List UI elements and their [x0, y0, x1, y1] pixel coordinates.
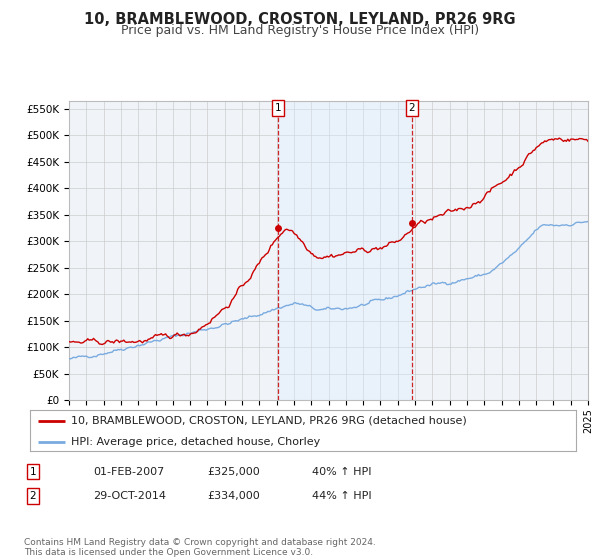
Text: £334,000: £334,000 [207, 491, 260, 501]
Text: 01-FEB-2007: 01-FEB-2007 [93, 466, 164, 477]
Text: 2: 2 [409, 102, 415, 113]
Text: Contains HM Land Registry data © Crown copyright and database right 2024.
This d: Contains HM Land Registry data © Crown c… [24, 538, 376, 557]
Text: 29-OCT-2014: 29-OCT-2014 [93, 491, 166, 501]
Text: 40% ↑ HPI: 40% ↑ HPI [312, 466, 371, 477]
Text: 1: 1 [29, 466, 37, 477]
Text: 10, BRAMBLEWOOD, CROSTON, LEYLAND, PR26 9RG: 10, BRAMBLEWOOD, CROSTON, LEYLAND, PR26 … [84, 12, 516, 27]
Text: £325,000: £325,000 [207, 466, 260, 477]
Text: Price paid vs. HM Land Registry's House Price Index (HPI): Price paid vs. HM Land Registry's House … [121, 24, 479, 36]
Bar [278, 101, 412, 400]
Text: 10, BRAMBLEWOOD, CROSTON, LEYLAND, PR26 9RG (detached house): 10, BRAMBLEWOOD, CROSTON, LEYLAND, PR26 … [71, 416, 467, 426]
Text: 2: 2 [29, 491, 37, 501]
Text: 1: 1 [275, 102, 281, 113]
Text: HPI: Average price, detached house, Chorley: HPI: Average price, detached house, Chor… [71, 437, 320, 447]
Text: 44% ↑ HPI: 44% ↑ HPI [312, 491, 371, 501]
